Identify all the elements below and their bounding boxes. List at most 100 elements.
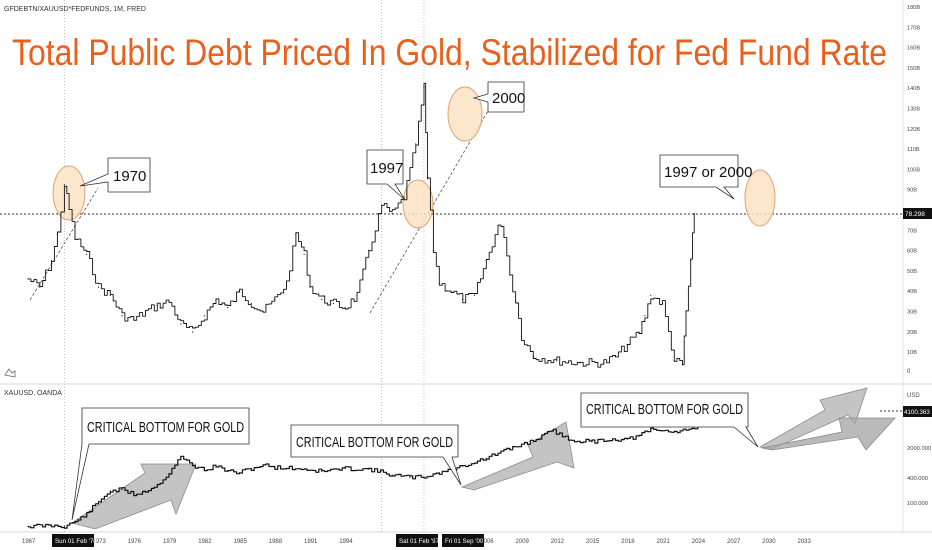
gold-point (567, 439, 570, 441)
debt-point (681, 364, 684, 366)
top-y-tick-label: 20B (907, 330, 917, 336)
top-y-tick-label: 30B (907, 310, 917, 316)
gold-callout-1970-label: CRITICAL BOTTOM FOR GOLD (87, 419, 244, 436)
debt-point (626, 343, 628, 345)
gold-point (552, 430, 554, 432)
callout-current-label: 1997 or 2000 (664, 164, 752, 181)
debt-point (462, 298, 464, 300)
debt-point (381, 204, 383, 206)
gold-callout-1970: CRITICAL BOTTOM FOR GOLD (71, 407, 250, 521)
debt-point (39, 286, 41, 288)
x-tick-label: 2030 (762, 539, 776, 545)
x-tick-label: 1988 (269, 539, 283, 545)
gold-point (673, 431, 675, 433)
debt-point (68, 208, 70, 211)
debt-point (644, 315, 646, 317)
date-tag-1970: Sun 01 Feb '70 (52, 534, 97, 547)
chart-logo-icon (4, 368, 16, 378)
gold-point (603, 439, 605, 441)
x-axis: 1967197319761979198219851988199119942003… (22, 539, 812, 545)
debt-point (74, 237, 76, 239)
debt-point (391, 212, 393, 215)
series-line-xauusd (28, 427, 699, 529)
debt-point (121, 315, 123, 317)
gold-callout-current-label: CRITICAL BOTTOM FOR GOLD (586, 401, 743, 418)
debt-point (215, 298, 217, 300)
debt-point (556, 360, 558, 362)
last-value-tag-top (903, 208, 932, 219)
debt-point (520, 335, 523, 337)
bottom-y-axis: 2000.000 400.000 100.000 (907, 446, 931, 507)
gold-point (697, 427, 699, 429)
debt-point (86, 253, 88, 256)
top-y-tick-label: 100B (907, 167, 920, 173)
date-tag-1997: Sat 01 Feb '97 (396, 534, 440, 547)
debt-point (295, 233, 297, 235)
date-tag-2000-label: Fri 01 Sep '00 (445, 538, 484, 545)
debt-point (650, 294, 652, 296)
debt-point (497, 225, 499, 227)
debt-point (473, 294, 476, 296)
x-tick-label: 1985 (234, 539, 248, 545)
x-tick-label: 1982 (198, 539, 212, 545)
gold-point (661, 430, 664, 432)
arrow-current-lower (761, 417, 896, 451)
top-y-tick-label: 70B (907, 228, 917, 234)
gold-point (74, 521, 76, 523)
gold-point (626, 438, 628, 440)
highlight-circle-current (744, 169, 776, 227)
gold-point (215, 465, 217, 467)
debt-point (50, 259, 53, 262)
gold-point (168, 472, 170, 475)
debt-data-points (27, 86, 695, 366)
series-line-debt-in-gold (28, 82, 695, 368)
debt-point (603, 362, 605, 364)
debt-point (27, 278, 29, 280)
debt-point (274, 298, 276, 300)
x-tick-label: 1991 (304, 539, 318, 545)
callout-2000-label: 2000 (492, 90, 525, 107)
debt-point (415, 143, 417, 145)
x-tick-label: 1976 (128, 539, 142, 545)
gold-point (423, 476, 425, 478)
highlight-circle-1997 (402, 179, 434, 229)
gold-point (109, 490, 111, 492)
debt-point (238, 290, 241, 292)
highlight-circle-2000 (447, 86, 483, 142)
debt-point (144, 311, 147, 313)
gold-point (121, 488, 123, 491)
gold-point (591, 441, 593, 443)
callout-1970-label: 1970 (113, 168, 146, 185)
last-value-top: 78.298 (905, 211, 925, 218)
debt-point (579, 362, 581, 364)
callout-current: 1997 or 2000 (659, 154, 752, 200)
debt-point (262, 311, 264, 313)
gold-point (685, 428, 687, 430)
callout-2000: 2000 (472, 81, 525, 113)
x-tick-label: 2015 (586, 539, 600, 545)
gold-point (27, 525, 29, 527)
top-y-tick-label: 140B (907, 86, 920, 92)
debt-point (180, 323, 182, 325)
top-y-tick-label: 40B (907, 289, 917, 295)
debt-point (693, 212, 695, 215)
debt-point (250, 302, 252, 305)
gold-point (203, 469, 205, 471)
callout-1997: 1997 (366, 149, 406, 201)
top-y-tick-label: 90B (907, 188, 917, 194)
top-y-tick-label: 180B (907, 5, 920, 11)
top-y-axis: 180B170B160B150B140B130B120B110B100B90B8… (907, 5, 920, 356)
bottom-symbol-label: XAUUSD, OANDA (4, 390, 62, 397)
gold-point (144, 490, 147, 492)
debt-point (485, 259, 487, 262)
debt-point (690, 259, 692, 262)
gold-point (274, 466, 276, 468)
top-y-tick-label: 120B (907, 127, 920, 133)
gold-point (462, 465, 464, 467)
debt-point (133, 319, 135, 321)
debt-point (509, 274, 511, 276)
debt-point (309, 286, 311, 288)
arrow-2000 (460, 421, 575, 491)
